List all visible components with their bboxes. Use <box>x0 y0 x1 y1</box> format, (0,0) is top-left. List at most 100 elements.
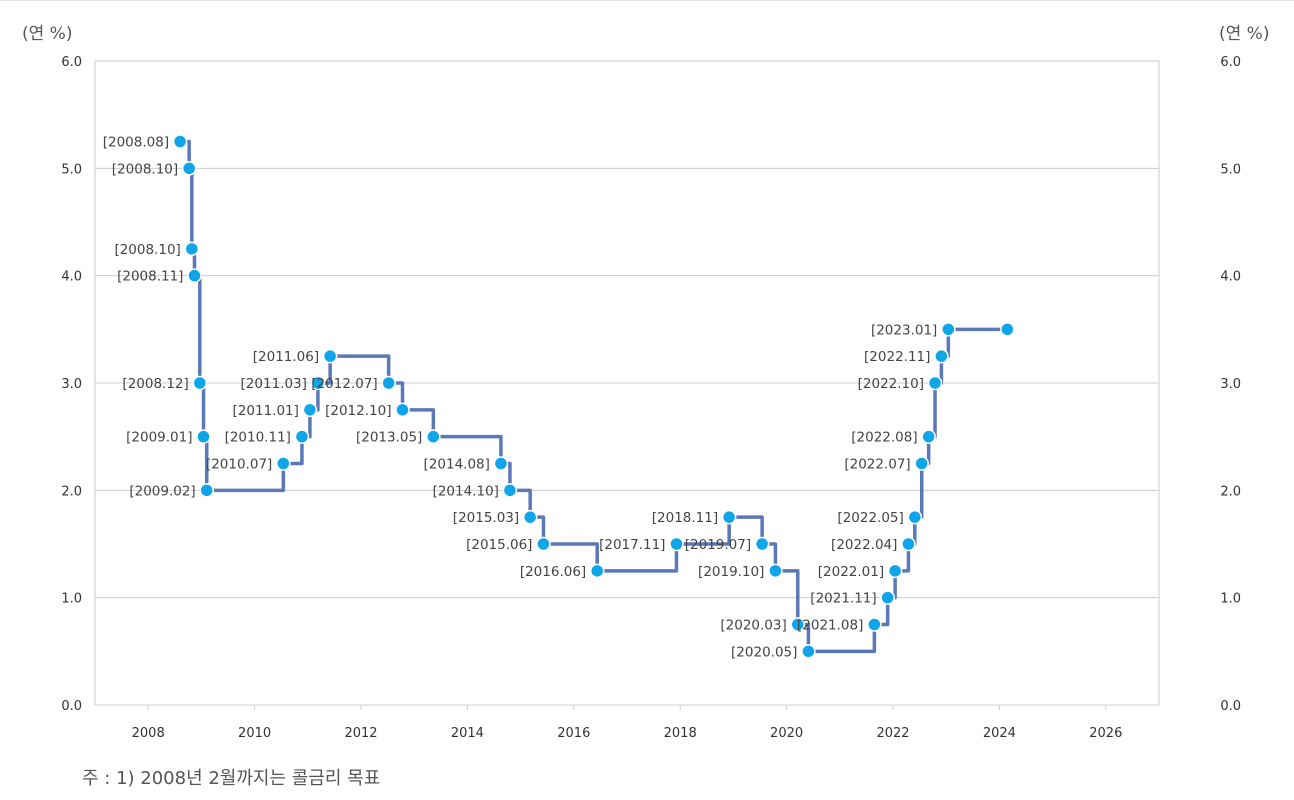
data-label: [2009.02] <box>129 483 195 499</box>
data-label: [2016.06] <box>520 564 586 580</box>
data-label: [2014.10] <box>433 483 499 499</box>
series-line <box>180 139 1008 654</box>
data-point <box>790 617 806 632</box>
data-point <box>768 563 783 579</box>
x-tick-label: 2016 <box>557 726 590 741</box>
data-label: [2022.01] <box>818 564 884 580</box>
x-tick-label: 2018 <box>664 726 697 741</box>
data-label: [2008.10] <box>114 242 180 258</box>
data-label: [2021.11] <box>810 591 876 607</box>
y-tick-label: 2.0 <box>61 484 82 499</box>
data-label: [2020.05] <box>731 644 797 660</box>
data-point <box>887 563 903 579</box>
y-tick-label-right: 6.0 <box>1220 55 1241 70</box>
data-label: [2019.10] <box>698 564 764 580</box>
data-label: [2012.10] <box>325 403 391 419</box>
left-axis-unit: (연 %) <box>22 24 73 44</box>
data-label: [2008.08] <box>103 135 169 151</box>
data-point <box>754 536 770 552</box>
right-axis-unit: (연 %) <box>1219 24 1270 44</box>
data-label: [2009.01] <box>126 430 192 446</box>
y-tick-label: 5.0 <box>61 162 82 177</box>
data-point <box>880 590 895 605</box>
data-point <box>589 563 605 579</box>
y-tick-label: 0.0 <box>61 699 82 714</box>
data-point <box>669 536 684 552</box>
data-label: [2015.03] <box>453 510 519 526</box>
data-label: [2012.07] <box>311 376 377 392</box>
y-tick-label-right: 5.0 <box>1220 162 1241 177</box>
data-label: [2022.08] <box>851 430 917 446</box>
data-point <box>522 509 538 525</box>
data-label: [2011.03] <box>241 376 307 392</box>
x-tick-label: 2010 <box>238 726 271 741</box>
data-point <box>901 536 916 552</box>
x-tick-label: 2026 <box>1089 726 1122 741</box>
data-point <box>921 429 936 444</box>
data-point <box>294 429 310 444</box>
data-label: [2022.11] <box>864 349 930 365</box>
data-point <box>196 429 211 444</box>
data-point <box>934 348 949 364</box>
y-tick-label: 6.0 <box>61 55 82 70</box>
data-point <box>381 375 396 391</box>
data-label: [2013.05] <box>356 430 422 446</box>
y-tick-label-right: 0.0 <box>1220 699 1241 714</box>
x-tick-label: 2012 <box>344 726 377 741</box>
data-label: [2023.01] <box>871 322 937 338</box>
data-label: [2008.12] <box>122 376 188 392</box>
data-label: [2008.10] <box>112 161 178 177</box>
data-label: [2008.11] <box>117 269 183 285</box>
data-point <box>310 375 326 391</box>
data-point <box>927 375 943 391</box>
interest-rate-chart: 0.0 0.0 1.0 1.0 2.0 2.0 3.0 3.0 4.0 4.0 5.0 5.0 6.0 6… <box>61 55 1241 741</box>
data-label: [2019.07] <box>685 537 751 553</box>
y-tick-label-right: 3.0 <box>1220 377 1241 392</box>
data-point <box>395 402 410 418</box>
data-point <box>181 161 197 176</box>
top-border <box>0 0 1294 1</box>
data-point <box>907 509 923 525</box>
data-point <box>172 134 188 149</box>
data-label: [2022.07] <box>844 457 910 473</box>
data-point <box>867 617 882 632</box>
data-point <box>721 509 737 525</box>
data-point <box>302 402 318 418</box>
x-tick-label: 2008 <box>132 726 165 741</box>
data-point <box>276 456 291 471</box>
footnote: 주 : 1) 2008년 2월까지는 콜금리 목표 <box>82 768 381 789</box>
data-point <box>493 456 509 471</box>
y-tick-label: 3.0 <box>61 377 82 392</box>
data-point <box>426 429 441 444</box>
data-point <box>192 375 208 391</box>
y-tick-label: 4.0 <box>61 270 82 285</box>
data-point <box>199 483 214 498</box>
x-tick-label: 2014 <box>451 726 484 741</box>
data-point <box>536 536 551 552</box>
data-label: [2022.04] <box>831 537 897 553</box>
data-label: [2010.11] <box>225 430 291 446</box>
data-label: [2018.11] <box>652 510 718 526</box>
data-point <box>187 268 202 283</box>
y-tick-label-right: 1.0 <box>1220 592 1241 607</box>
data-label: [2021.08] <box>797 618 863 634</box>
data-point <box>941 322 956 337</box>
x-tick-label: 2024 <box>983 726 1016 741</box>
data-label: [2011.06] <box>253 349 319 365</box>
data-point <box>502 483 518 498</box>
y-tick-label-right: 4.0 <box>1220 270 1241 285</box>
data-label: [2014.08] <box>424 457 490 473</box>
data-label: [2010.07] <box>206 457 272 473</box>
x-tick-label: 2020 <box>770 726 803 741</box>
x-tick-label: 2022 <box>876 726 909 741</box>
data-label: [2022.05] <box>837 510 903 526</box>
data-point <box>322 348 338 364</box>
data-label: [2017.11] <box>599 537 665 553</box>
data-point <box>801 644 816 659</box>
data-label: [2022.10] <box>858 376 924 392</box>
y-tick-label: 1.0 <box>61 592 82 607</box>
data-label: [2011.01] <box>233 403 299 419</box>
data-label: [2020.03] <box>720 618 786 634</box>
data-label: [2015.06] <box>466 537 532 553</box>
data-point <box>1000 322 1015 337</box>
